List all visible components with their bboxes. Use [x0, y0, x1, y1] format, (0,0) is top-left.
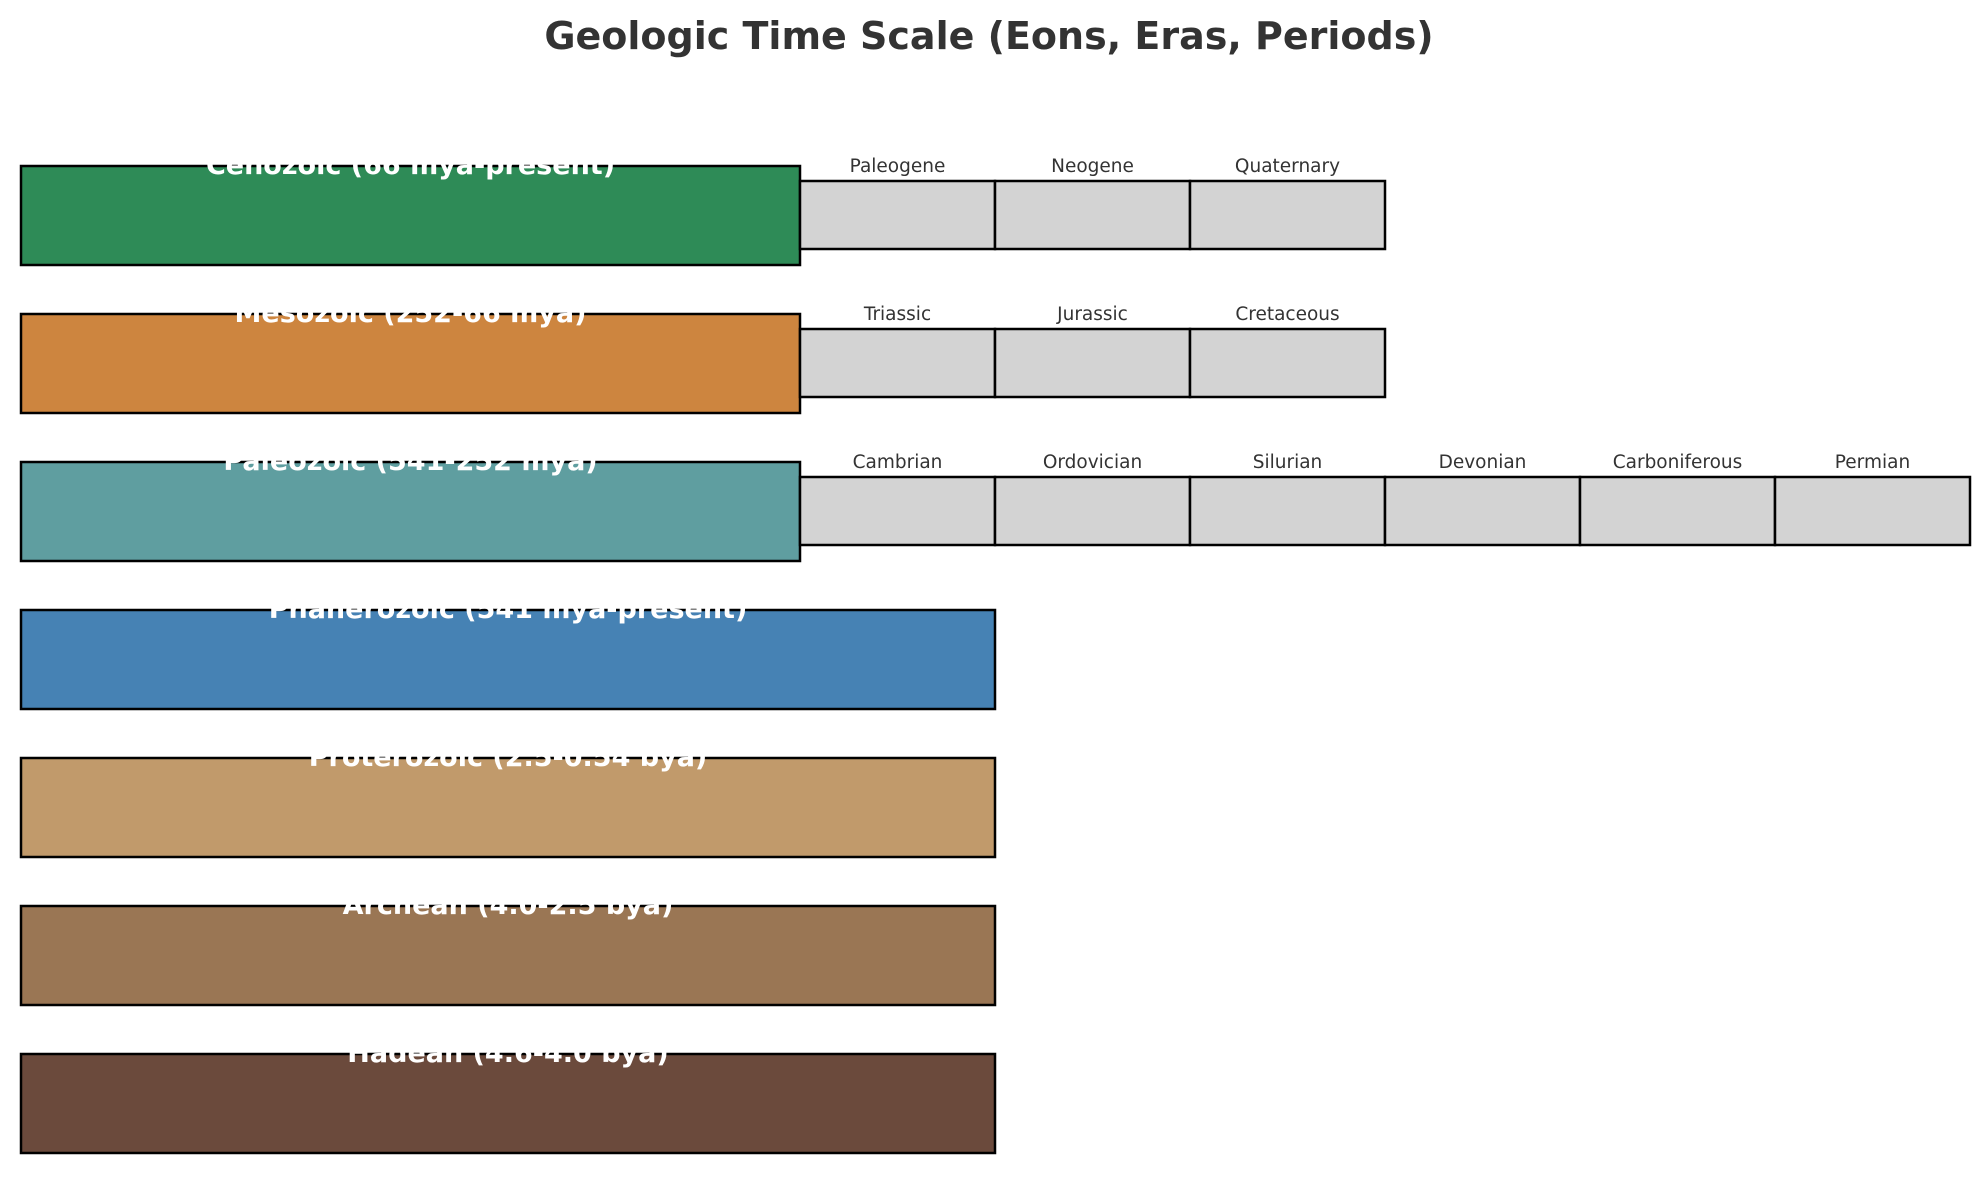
eon-bar — [19, 608, 997, 711]
period-label: Permian — [1835, 452, 1910, 473]
era-bar — [19, 164, 802, 267]
period-box — [798, 475, 997, 547]
diagram-title: Geologic Time Scale (Eons, Eras, Periods… — [544, 14, 1433, 58]
eon-label: Archean (4.0-2.5 bya) — [343, 890, 674, 921]
period-box — [1188, 475, 1387, 547]
rows-layer: Cenozoic (66 mya-present) Paleogene Neogen… — [19, 150, 1972, 1155]
row-2: Paleozoic (541-252 mya) Cambrian Ordovicia… — [19, 446, 1972, 563]
row-1: Mesozoic (252-66 mya) Triassic Jurassic Cre… — [19, 298, 1387, 415]
eon-bar — [19, 1052, 997, 1155]
period-box — [1578, 475, 1777, 547]
era-label: Paleozoic (541-252 mya) — [223, 446, 597, 477]
period-box — [798, 179, 997, 251]
period-label: Quaternary — [1235, 156, 1340, 177]
period-box — [993, 179, 1192, 251]
period-label: Cretaceous — [1235, 304, 1339, 325]
period-box — [993, 475, 1192, 547]
period-label: Cambrian — [853, 452, 943, 473]
eon-bar — [19, 904, 997, 1007]
period-box — [993, 327, 1192, 399]
row-0: Cenozoic (66 mya-present) Paleogene Neogen… — [19, 150, 1387, 267]
period-label: Neogene — [1051, 156, 1134, 177]
period-label: Carboniferous — [1613, 452, 1743, 473]
eon-label: Proterozoic (2.5-0.54 bya) — [309, 742, 708, 773]
era-label: Cenozoic (66 mya-present) — [206, 150, 615, 181]
eon-label: Phanerozoic (541 mya-present) — [269, 594, 748, 625]
era-bar — [19, 312, 802, 415]
period-label: Triassic — [863, 304, 931, 325]
eon-bar — [19, 756, 997, 859]
era-bar — [19, 460, 802, 563]
period-label: Devonian — [1439, 452, 1527, 473]
period-label: Jurassic — [1056, 304, 1128, 325]
row-3: Phanerozoic (541 mya-present) — [19, 594, 997, 711]
period-box — [1773, 475, 1972, 547]
row-4: Proterozoic (2.5-0.54 bya) — [19, 742, 997, 859]
period-box — [1188, 327, 1387, 399]
period-label: Silurian — [1253, 452, 1323, 473]
era-label: Mesozoic (252-66 mya) — [235, 298, 587, 329]
period-box — [1383, 475, 1582, 547]
row-6: Hadean (4.6-4.0 bya) — [19, 1038, 997, 1155]
period-box — [1188, 179, 1387, 251]
period-label: Paleogene — [850, 156, 946, 177]
period-box — [798, 327, 997, 399]
row-5: Archean (4.0-2.5 bya) — [19, 890, 997, 1007]
period-label: Ordovician — [1043, 452, 1142, 473]
eon-label: Hadean (4.6-4.0 bya) — [347, 1038, 668, 1069]
